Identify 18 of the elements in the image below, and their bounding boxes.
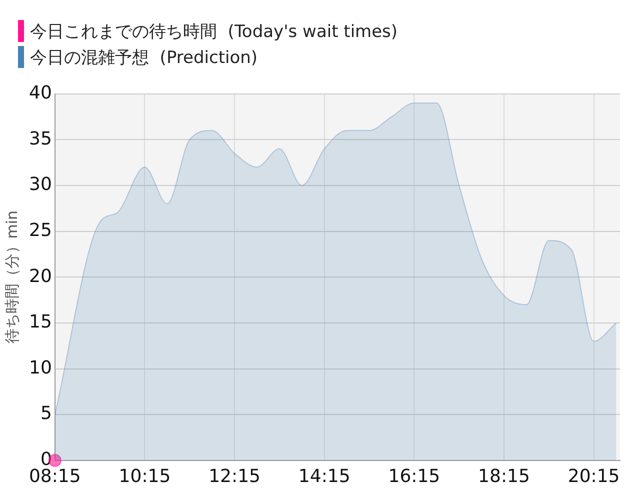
y-tick-label: 35 <box>29 128 52 150</box>
x-tick-label: 08:15 <box>28 466 81 487</box>
y-tick-label: 20 <box>29 266 52 287</box>
y-tick-label: 40 <box>29 82 52 104</box>
x-tick-label: 14:15 <box>298 466 350 487</box>
legend-label: 今日これまでの待ち時間 (Today's wait times) <box>30 20 398 42</box>
y-tick-label: 15 <box>29 312 52 333</box>
x-tick-label: 16:15 <box>388 466 440 487</box>
legend-label: 今日の混雑予想 (Prediction) <box>30 46 258 68</box>
x-tick-label: 18:15 <box>478 466 530 487</box>
y-axis-title: 待ち時間（分）min <box>2 210 21 344</box>
x-tick-label: 12:15 <box>208 466 260 487</box>
y-tick-label: 25 <box>29 220 52 241</box>
y-tick-label: 10 <box>29 357 52 378</box>
y-tick-label: 5 <box>40 403 52 424</box>
y-tick-label: 30 <box>29 174 52 196</box>
x-tick-label: 10:15 <box>118 466 171 487</box>
x-tick-label: 20:15 <box>568 466 620 487</box>
